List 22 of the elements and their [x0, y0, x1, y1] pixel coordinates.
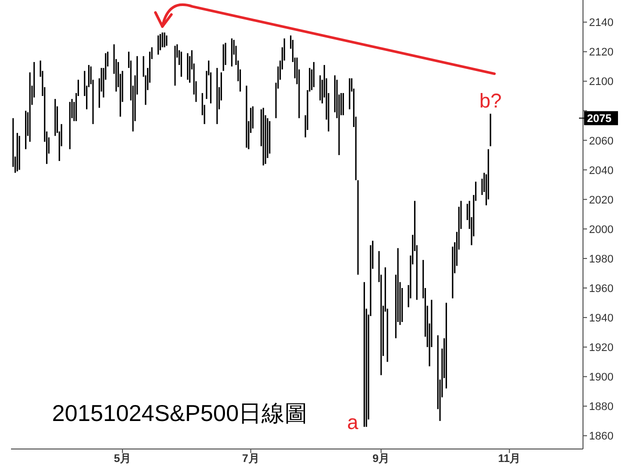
annotation: a	[347, 412, 360, 434]
y-tick-label: 1920	[589, 342, 614, 354]
x-tick-label: 11月	[498, 453, 521, 465]
y-tick-label: 1860	[589, 430, 614, 443]
x-tick-label: 5月	[114, 453, 132, 465]
y-tick-label: 2000	[589, 224, 614, 236]
y-tick-label: 1980	[589, 253, 614, 266]
text: 20151024S&P500日線圖	[52, 400, 308, 426]
y-tick-label: 2140	[589, 17, 614, 30]
y-tick-label: 2040	[589, 164, 614, 177]
y-tick-label: 2060	[589, 135, 614, 148]
annotation: b?	[479, 90, 502, 113]
x-tick-label: 7月	[242, 453, 260, 465]
y-tick-label: 2100	[589, 76, 614, 88]
y-tick-label: 1900	[589, 372, 614, 384]
y-tick-label: 1940	[589, 312, 614, 325]
y-tick-label: 2075	[587, 113, 612, 126]
y-tick-label: 1880	[589, 401, 614, 414]
x-tick-label: 9月	[372, 453, 390, 465]
y-tick-label: 1960	[589, 283, 614, 296]
y-tick-label: 2020	[589, 194, 614, 206]
y-tick-label: 2120	[589, 46, 614, 59]
